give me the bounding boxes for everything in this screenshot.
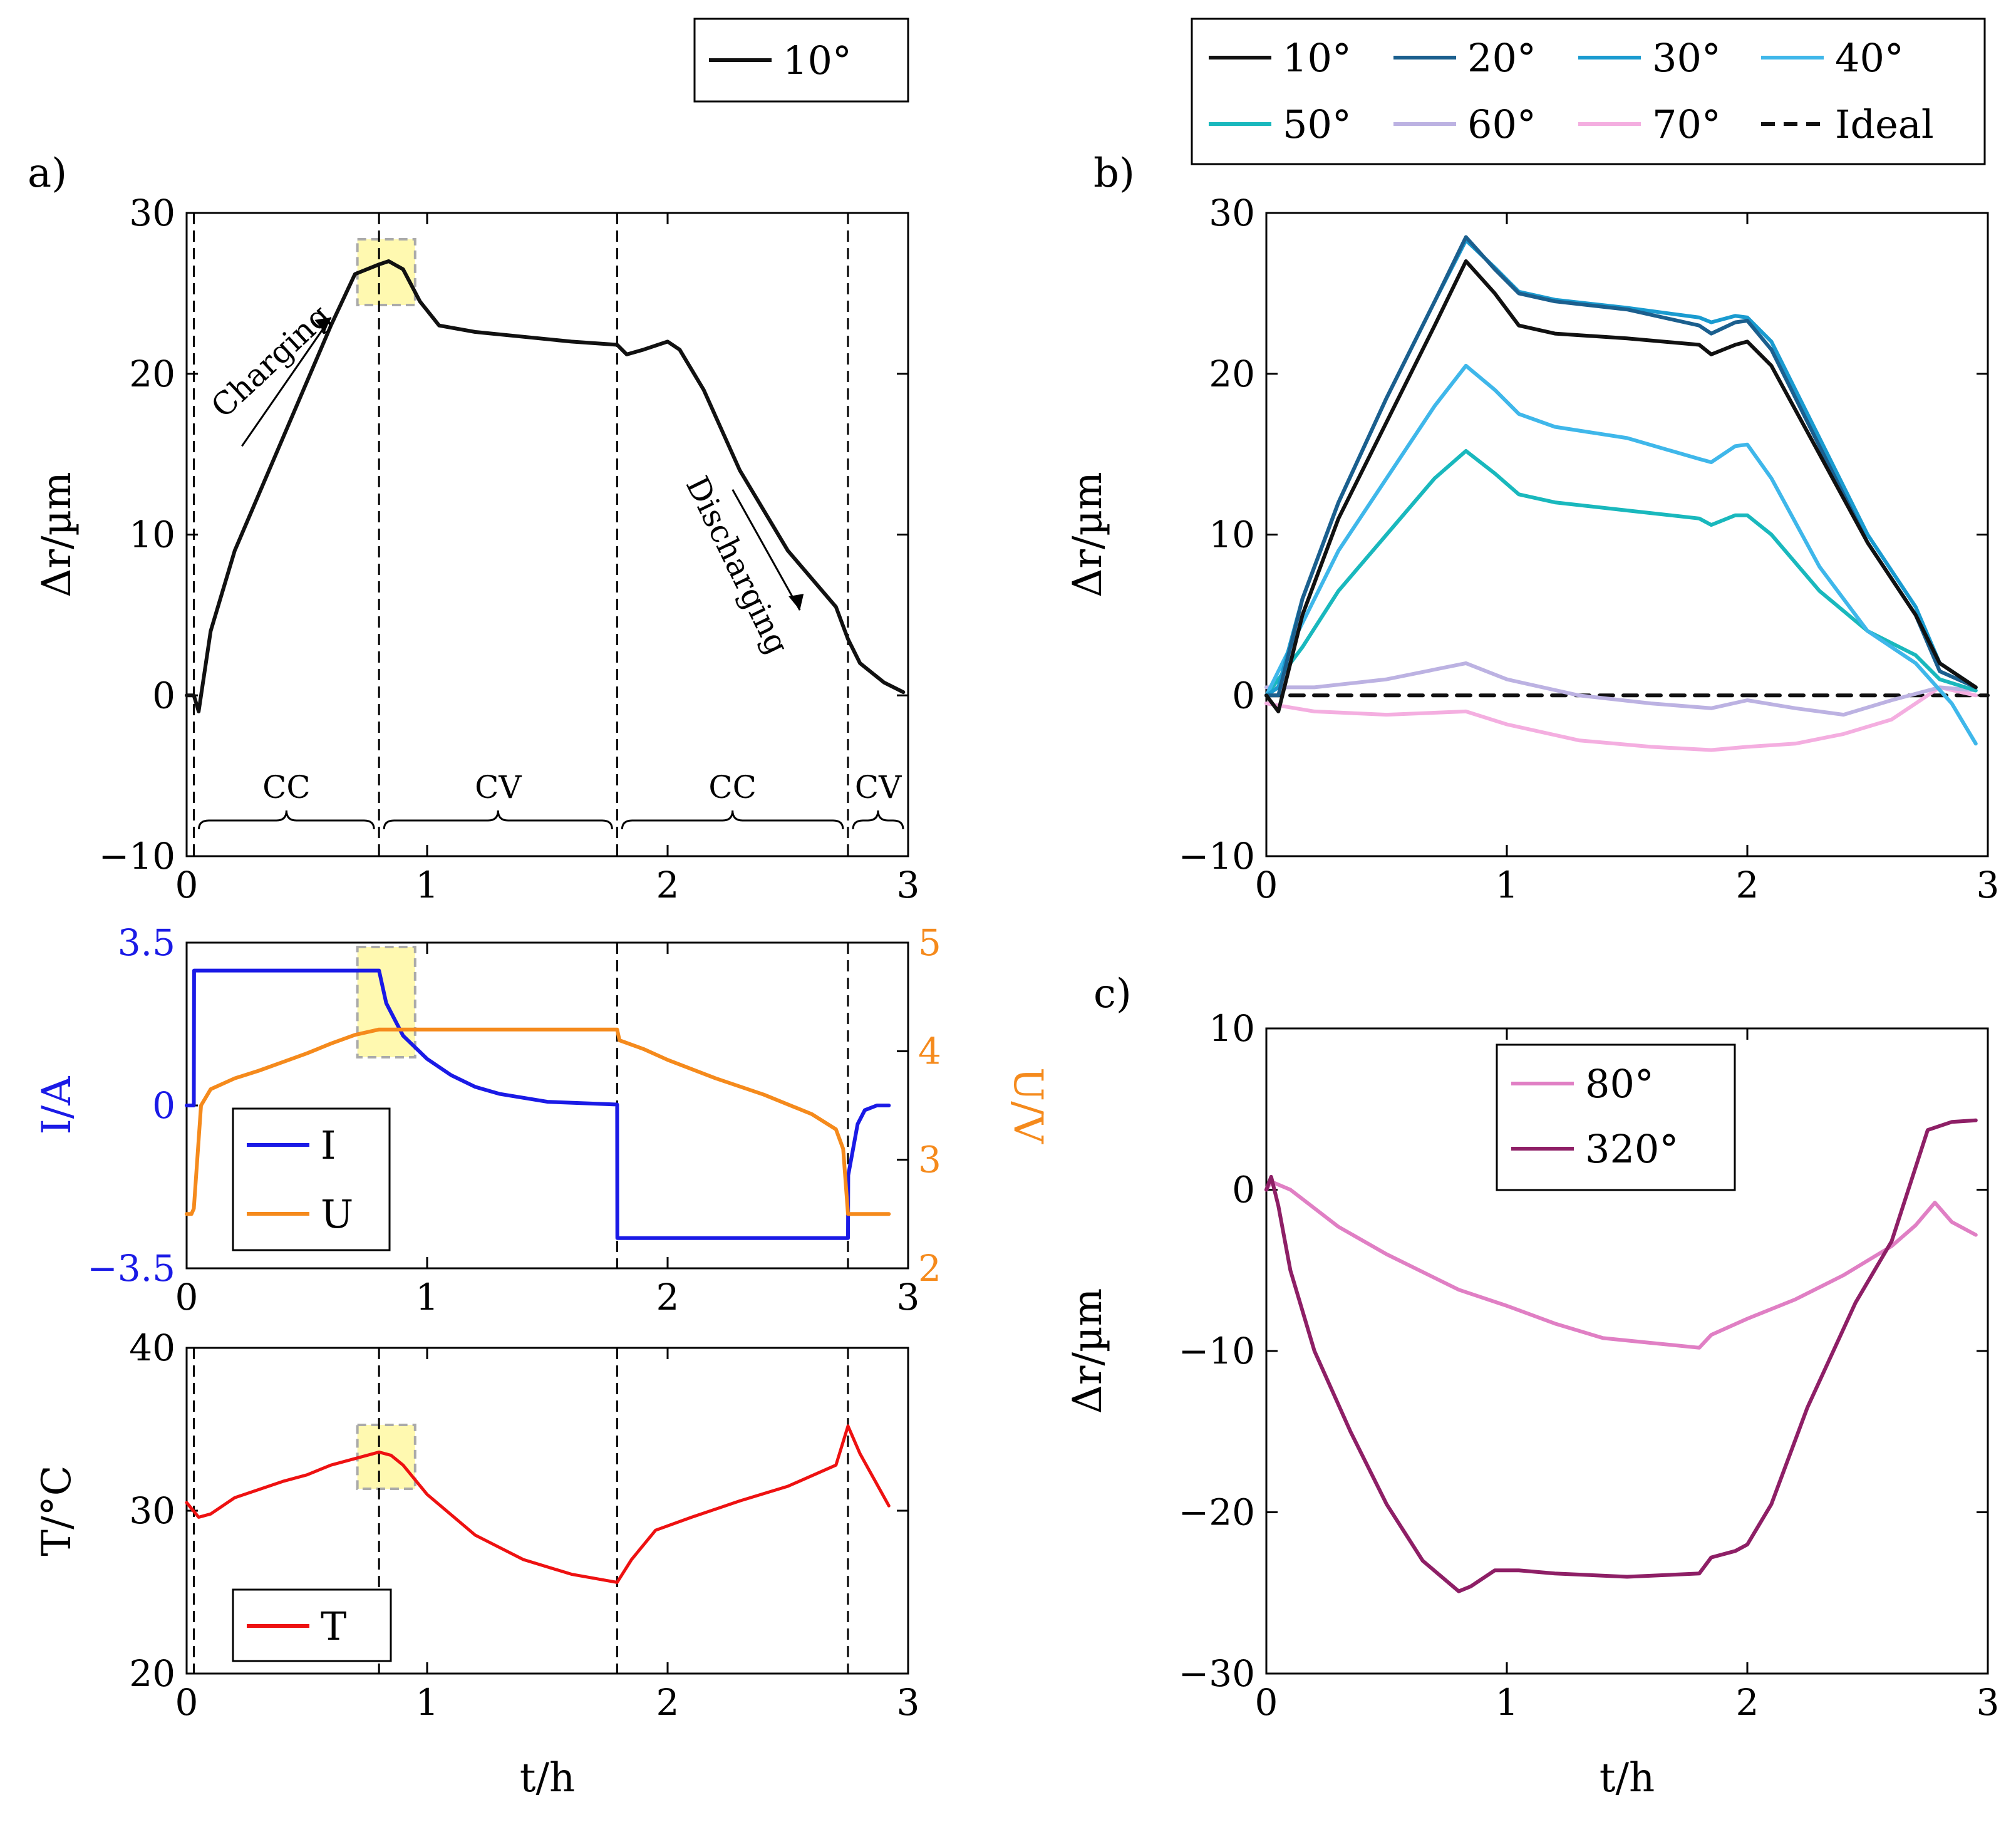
- a-mid-xtick-label: 2: [656, 1276, 680, 1318]
- b-legend: [1191, 18, 1986, 165]
- charging-arrowhead: [314, 317, 331, 333]
- a-bottom-ytick-label: 20: [129, 1652, 175, 1695]
- phase-brace: [621, 810, 844, 830]
- phase-label: CC: [708, 769, 757, 805]
- c-ylabel: Δr/µm: [1065, 1288, 1111, 1414]
- b-ytick-label: 10: [1209, 514, 1255, 556]
- a-bottom-series-T-line: [185, 1424, 891, 1584]
- b-series-40-line: [1264, 363, 1978, 746]
- c-ytick-label: 0: [1232, 1169, 1255, 1211]
- a-bottom-ytick-label: 40: [129, 1327, 175, 1369]
- phase-label: CV: [855, 769, 902, 805]
- c-ytick-label: −20: [1179, 1491, 1255, 1534]
- a-top-legend-label: 10°: [783, 38, 852, 83]
- b-xtick-label: 2: [1736, 864, 1759, 906]
- a-mid-ytick-label-right: 2: [918, 1247, 941, 1290]
- b-series-60-line: [1264, 661, 1978, 717]
- phase-brace: [198, 810, 375, 830]
- b-ytick-label: −10: [1179, 835, 1255, 877]
- a-top-plot-frame: [185, 212, 909, 857]
- b-legend-label: 30°: [1652, 35, 1721, 81]
- a-bottom-xlabel: t/h: [520, 1755, 576, 1801]
- b-series-50-line: [1264, 449, 1978, 698]
- b-ytick-label: 20: [1209, 353, 1255, 395]
- b-legend-label: 40°: [1835, 35, 1904, 81]
- b-ytick-label: 30: [1209, 192, 1255, 234]
- a-mid-ytick-label-right: 4: [918, 1030, 941, 1072]
- b-xtick-label: 3: [1977, 864, 2000, 906]
- discharging-arrowhead: [788, 594, 804, 611]
- c-xtick-label: 1: [1496, 1681, 1519, 1724]
- a-mid-legend-label: I: [321, 1122, 336, 1168]
- a-top-xtick-label: 1: [416, 864, 439, 906]
- a-top-xtick-label: 2: [656, 864, 680, 906]
- c-legend-label: 320°: [1585, 1126, 1678, 1172]
- b-legend-label: 60°: [1467, 101, 1536, 147]
- c-series-320-line: [1264, 1118, 1978, 1593]
- a-mid-series-U-line: [185, 1027, 891, 1216]
- a-bottom-ylabel: T/°C: [34, 1465, 80, 1556]
- a-bottom-xtick-label: 2: [656, 1681, 680, 1724]
- b-xtick-label: 1: [1496, 864, 1519, 906]
- c-ytick-label: −10: [1179, 1330, 1255, 1372]
- a-mid-ytick-label-right: 5: [918, 921, 941, 964]
- a-mid-ylabel: I/A: [34, 1076, 80, 1135]
- charging-arrow: [241, 317, 332, 447]
- a-mid-xtick-label: 0: [175, 1276, 199, 1318]
- panel-label-a: a): [28, 150, 67, 197]
- phase-brace: [383, 810, 613, 830]
- a-mid-series-I-line: [185, 968, 891, 1240]
- c-xtick-label: 3: [1977, 1681, 2000, 1724]
- a-mid-xtick-label: 1: [416, 1276, 439, 1318]
- phase-label: CV: [475, 769, 522, 805]
- a-bottom-ytick-label: 30: [129, 1489, 175, 1532]
- a-mid-xtick-label: 3: [897, 1276, 920, 1318]
- a-mid-ytick-label: −3.5: [87, 1247, 175, 1290]
- b-ytick-label: 0: [1232, 674, 1255, 717]
- a-mid-legend: [232, 1107, 391, 1251]
- b-legend-label: 10°: [1283, 35, 1352, 81]
- c-xlabel: t/h: [1600, 1755, 1655, 1801]
- a-mid-ytick-label: 3.5: [118, 921, 175, 964]
- a-top-ylabel: Δr/µm: [34, 472, 80, 598]
- a-top-ytick-label: 30: [129, 192, 175, 234]
- panel-label-c: c): [1093, 971, 1132, 1017]
- b-legend-label: Ideal: [1835, 101, 1934, 147]
- c-legend-label: 80°: [1585, 1061, 1654, 1107]
- c-ytick-label: −30: [1179, 1652, 1255, 1695]
- a-mid-ytick-label-right: 3: [918, 1139, 941, 1181]
- c-xtick-label: 0: [1255, 1681, 1278, 1724]
- a-bottom-xtick-label: 0: [175, 1681, 199, 1724]
- a-bottom-xtick-label: 1: [416, 1681, 439, 1724]
- c-xtick-label: 2: [1736, 1681, 1759, 1724]
- a-top-ytick-label: −10: [99, 835, 175, 877]
- b-legend-label: 20°: [1467, 35, 1536, 81]
- a-top-ytick-label: 0: [152, 674, 175, 717]
- b-xtick-label: 0: [1255, 864, 1278, 906]
- a-top-xtick-label: 0: [175, 864, 199, 906]
- panel-label-b: b): [1093, 150, 1135, 197]
- c-legend: [1496, 1043, 1736, 1191]
- c-ytick-label: 10: [1209, 1007, 1255, 1050]
- b-series-70-line: [1264, 685, 1978, 752]
- discharging-arrow: [731, 489, 801, 611]
- phase-brace: [852, 810, 904, 830]
- a-bottom-xtick-label: 3: [897, 1681, 920, 1724]
- a-mid-ylabel-right: U/V: [1005, 1067, 1051, 1145]
- b-series-10-line: [1264, 259, 1978, 713]
- a-mid-legend-label: U: [321, 1191, 353, 1237]
- c-series-80-line: [1264, 1179, 1978, 1350]
- a-top-ytick-label: 10: [129, 514, 175, 556]
- a-mid-ytick-label: 0: [152, 1084, 175, 1127]
- a-top-series-10-line: [185, 259, 906, 713]
- a-top-ytick-label: 20: [129, 353, 175, 395]
- b-legend-label: 50°: [1283, 101, 1352, 147]
- a-top-xtick-label: 3: [897, 864, 920, 906]
- a-bottom-legend-label: T: [321, 1603, 346, 1649]
- phase-label: CC: [262, 769, 311, 805]
- b-legend-label: 70°: [1652, 101, 1721, 147]
- b-ylabel: Δr/µm: [1065, 472, 1111, 598]
